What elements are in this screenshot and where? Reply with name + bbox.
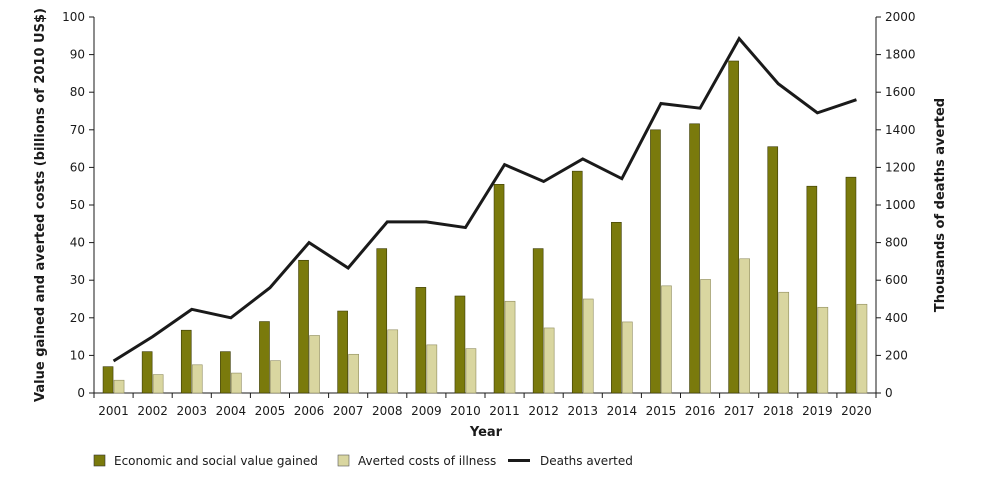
right-tick-label: 400 bbox=[885, 311, 908, 325]
x-tick-label: 2014 bbox=[607, 404, 638, 418]
bar-economic-value bbox=[650, 130, 660, 393]
x-tick-label: 2005 bbox=[255, 404, 286, 418]
x-tick-label: 2006 bbox=[294, 404, 325, 418]
bar-economic-value bbox=[299, 260, 309, 393]
x-tick-label: 2016 bbox=[685, 404, 716, 418]
left-tick-label: 20 bbox=[70, 311, 85, 325]
bar-economic-value bbox=[768, 147, 778, 393]
left-tick-label: 40 bbox=[70, 236, 85, 250]
bar-economic-value bbox=[846, 177, 856, 393]
bar-economic-value bbox=[220, 352, 230, 393]
left-tick-label: 90 bbox=[70, 48, 85, 62]
left-tick-label: 0 bbox=[77, 386, 85, 400]
legend-label-averted: Averted costs of illness bbox=[358, 454, 496, 468]
y-axis-title: Value gained and averted costs (billions… bbox=[33, 8, 48, 402]
x-tick-label: 2019 bbox=[802, 404, 833, 418]
left-tick-label: 60 bbox=[70, 160, 85, 174]
bar-averted-costs bbox=[388, 330, 398, 393]
bar-economic-value bbox=[416, 287, 426, 393]
bar-economic-value bbox=[572, 171, 582, 393]
bar-averted-costs bbox=[114, 380, 124, 393]
x-axis-title: Year bbox=[469, 425, 503, 440]
x-tick-label: 2004 bbox=[216, 404, 247, 418]
x-tick-label: 2002 bbox=[137, 404, 168, 418]
bar-economic-value bbox=[377, 249, 387, 393]
right-tick-label: 1200 bbox=[885, 160, 916, 174]
bar-averted-costs bbox=[427, 345, 437, 393]
bar-group bbox=[103, 61, 867, 393]
bar-averted-costs bbox=[857, 304, 867, 393]
bar-averted-costs bbox=[779, 292, 789, 393]
right-tick-label: 1600 bbox=[885, 85, 916, 99]
bar-averted-costs bbox=[310, 335, 320, 393]
x-tick-label: 2003 bbox=[176, 404, 207, 418]
bar-averted-costs bbox=[231, 373, 241, 393]
left-tick-label: 10 bbox=[70, 348, 85, 362]
bar-economic-value bbox=[142, 352, 152, 393]
legend-label-economic: Economic and social value gained bbox=[114, 454, 318, 468]
right-tick-label: 1400 bbox=[885, 123, 916, 137]
right-tick-label: 800 bbox=[885, 236, 908, 250]
bar-economic-value bbox=[103, 367, 113, 393]
x-tick-label: 2015 bbox=[646, 404, 677, 418]
x-tick-label: 2017 bbox=[724, 404, 755, 418]
bar-averted-costs bbox=[701, 279, 711, 393]
bar-averted-costs bbox=[192, 365, 202, 393]
right-tick-label: 1000 bbox=[885, 198, 916, 212]
x-tick-label: 2001 bbox=[98, 404, 129, 418]
bar-economic-value bbox=[533, 249, 543, 393]
left-tick-label: 80 bbox=[70, 85, 85, 99]
bar-averted-costs bbox=[153, 375, 163, 393]
bar-economic-value bbox=[455, 296, 465, 393]
bar-economic-value bbox=[259, 322, 269, 393]
left-y-axis: 0 10 20 30 40 50 60 70 80 90 100 bbox=[62, 10, 94, 400]
x-axis: 2001 2002 2003 2004 2005 2006 2007 2008 2009 2010… bbox=[94, 393, 876, 418]
right-tick-label: 600 bbox=[885, 273, 908, 287]
left-tick-label: 50 bbox=[70, 198, 85, 212]
right-tick-label: 1800 bbox=[885, 48, 916, 62]
x-tick-label: 2009 bbox=[411, 404, 442, 418]
x-tick-label: 2013 bbox=[567, 404, 598, 418]
bar-averted-costs bbox=[544, 328, 554, 393]
right-tick-label: 200 bbox=[885, 348, 908, 362]
bar-economic-value bbox=[494, 184, 504, 393]
bar-economic-value bbox=[611, 222, 621, 393]
bar-averted-costs bbox=[583, 299, 593, 393]
bar-averted-costs bbox=[740, 259, 750, 393]
x-tick-label: 2018 bbox=[763, 404, 794, 418]
right-tick-label: 0 bbox=[885, 386, 893, 400]
legend-swatch-economic bbox=[94, 455, 105, 466]
x-tick-label: 2010 bbox=[450, 404, 481, 418]
left-tick-label: 30 bbox=[70, 273, 85, 287]
x-tick-label: 2020 bbox=[841, 404, 872, 418]
x-tick-label: 2008 bbox=[372, 404, 403, 418]
x-tick-label: 2011 bbox=[489, 404, 520, 418]
y2-axis-title: Thousands of deaths averted bbox=[933, 98, 948, 312]
left-tick-label: 100 bbox=[62, 10, 85, 24]
bar-averted-costs bbox=[818, 307, 828, 393]
bar-economic-value bbox=[807, 186, 817, 393]
bar-economic-value bbox=[690, 124, 700, 393]
right-y-axis: 0 200 400 600 800 1000 1200 1400 1600 1800 2000 bbox=[876, 10, 916, 400]
left-tick-label: 70 bbox=[70, 123, 85, 137]
bar-averted-costs bbox=[270, 361, 280, 393]
x-tick-label: 2007 bbox=[333, 404, 364, 418]
legend: Economic and social value gained Averted… bbox=[94, 454, 633, 468]
bar-averted-costs bbox=[349, 354, 359, 393]
right-tick-label: 2000 bbox=[885, 10, 916, 24]
bar-economic-value bbox=[729, 61, 739, 393]
bar-economic-value bbox=[181, 330, 191, 393]
bar-averted-costs bbox=[505, 301, 515, 393]
bar-averted-costs bbox=[466, 349, 476, 393]
bar-economic-value bbox=[338, 311, 348, 393]
legend-swatch-averted bbox=[338, 455, 349, 466]
legend-label-deaths: Deaths averted bbox=[540, 454, 633, 468]
x-tick-label: 2012 bbox=[528, 404, 559, 418]
bar-averted-costs bbox=[661, 286, 671, 393]
bar-averted-costs bbox=[622, 322, 632, 393]
